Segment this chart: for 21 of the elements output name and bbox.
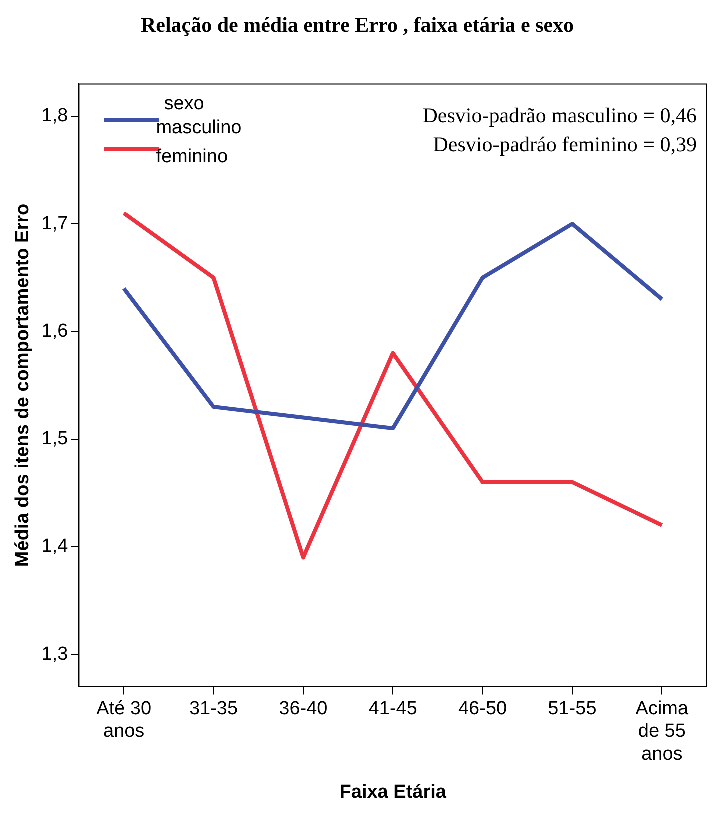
annotation: Desvio-padrão masculino = 0,46: [422, 104, 697, 128]
chart-title: Relação de média entre Erro , faixa etária e sexo: [140, 13, 574, 38]
legend-title: sexo: [164, 93, 204, 114]
x-tick-label: Até 30 anos: [96, 698, 152, 742]
x-tick-label: 31-35: [189, 698, 238, 720]
x-tick-label: 51-55: [548, 698, 597, 720]
y-tick-label: 1,7: [42, 213, 68, 234]
y-axis-title: Média dos itens de comportamento Erro: [12, 204, 34, 568]
x-axis-title: Faixa Etária: [340, 782, 447, 803]
x-tick-label: Acima de 55 anos: [636, 698, 689, 766]
legend-label: feminino: [156, 146, 228, 168]
y-tick-label: 1,8: [42, 106, 68, 127]
x-tick-label: 46-50: [458, 698, 508, 720]
annotation: Desvio-padráo feminino = 0,39: [433, 132, 697, 157]
y-tick-label: 1,4: [42, 536, 69, 558]
legend-label: masculino: [156, 117, 242, 138]
y-tick-label: 1,3: [42, 644, 68, 665]
x-tick-label: 36-40: [279, 698, 328, 720]
y-tick-label: 1,5: [42, 428, 68, 450]
y-tick-label: 1,6: [42, 320, 68, 342]
x-tick-label: 41-45: [368, 698, 418, 720]
